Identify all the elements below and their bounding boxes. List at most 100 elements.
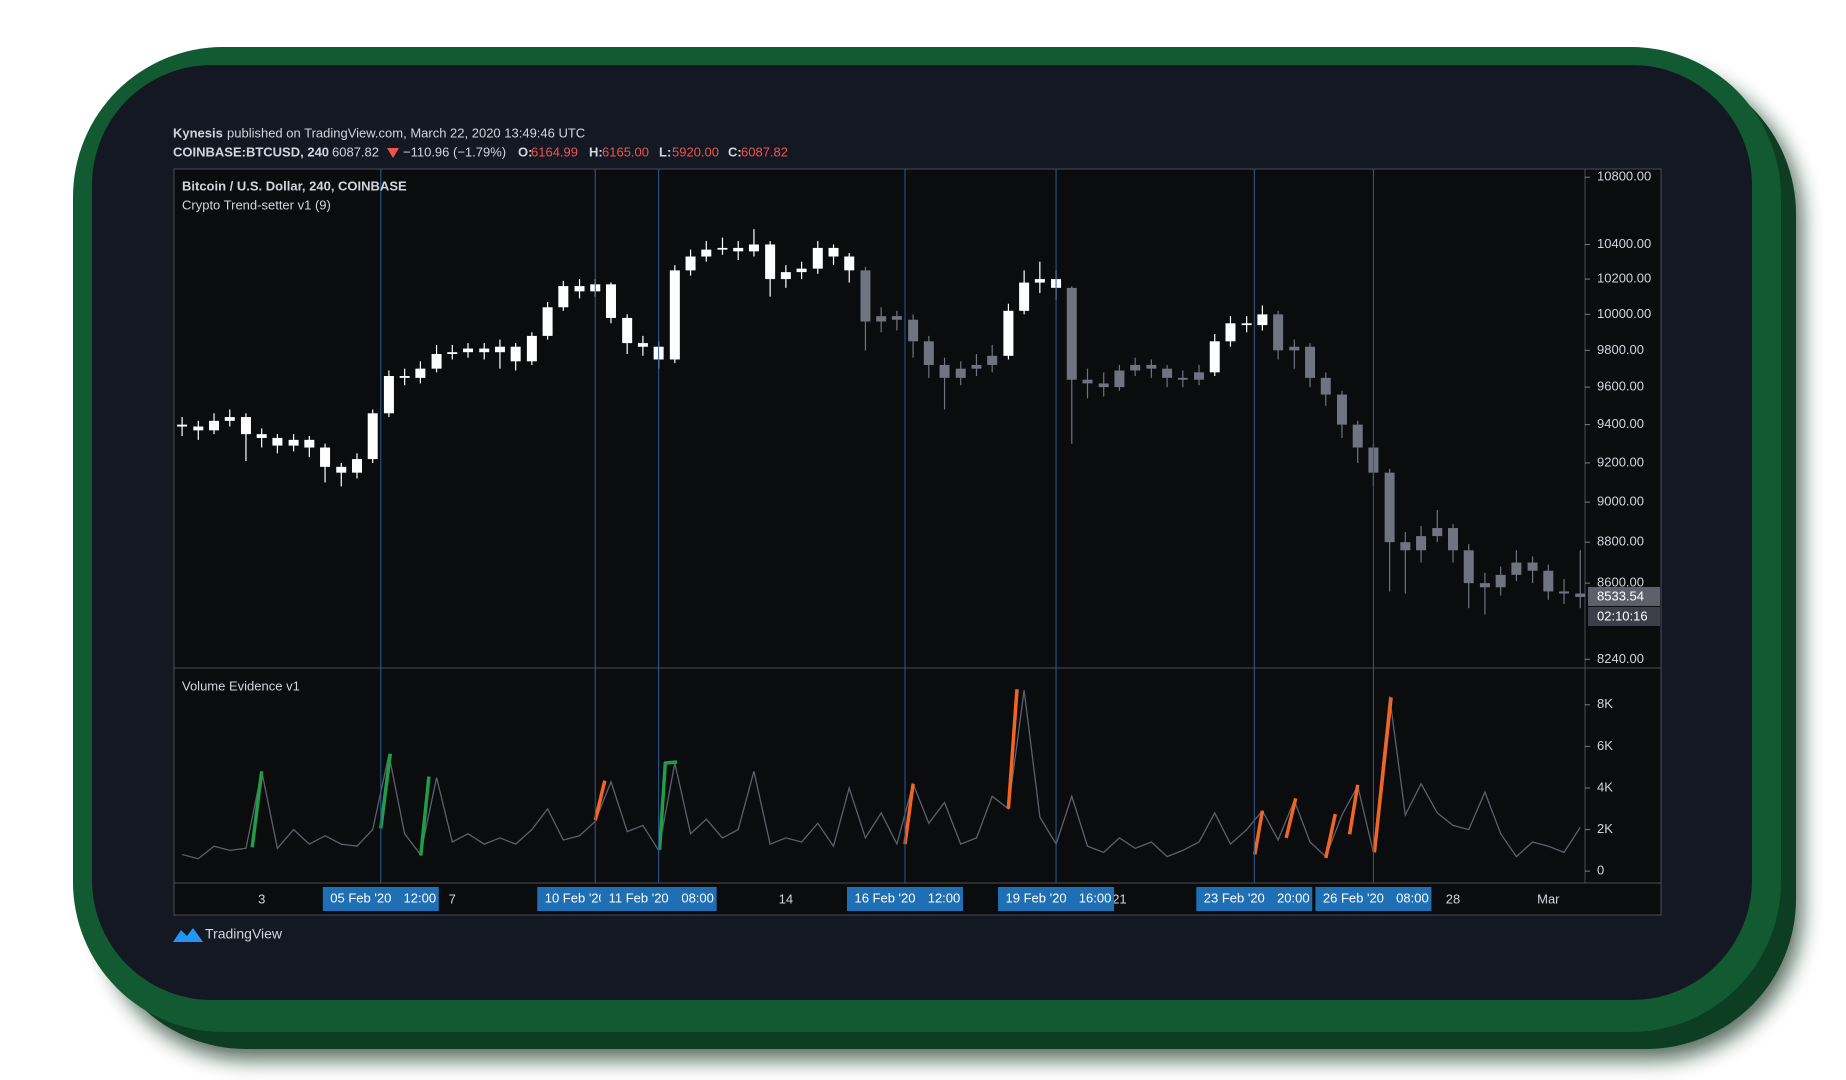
candle-body xyxy=(971,364,982,369)
plot-layer: 8240.00 8600.00 8800.00 9000.00 9200.00 9400.… xyxy=(177,169,1660,911)
candle-body xyxy=(1463,550,1474,584)
volume-signal xyxy=(1372,697,1393,853)
candle-body xyxy=(240,417,251,435)
marker-time: 08:00 xyxy=(681,890,714,905)
last-price: 8533.54 xyxy=(1597,588,1644,603)
ohlc-value: 6087.82 xyxy=(741,144,788,159)
candle-body xyxy=(1305,346,1316,378)
y-tick-label: 9200.00 xyxy=(1597,454,1644,469)
logo-icon xyxy=(173,928,203,942)
candle-body xyxy=(1225,323,1236,342)
candle-body xyxy=(415,368,426,378)
candle-body xyxy=(1034,279,1045,283)
marker-time: 12:00 xyxy=(404,890,437,905)
candle-body xyxy=(923,341,934,365)
candle-body xyxy=(1352,424,1363,448)
candle-body xyxy=(574,286,585,292)
y-tick-label: 9400.00 xyxy=(1597,416,1644,431)
volume-signal xyxy=(379,753,393,829)
marker-time: 12:00 xyxy=(928,890,961,905)
chart-area xyxy=(173,168,1662,916)
candle-body xyxy=(1130,364,1141,371)
candle-body xyxy=(431,354,442,369)
candle-body xyxy=(733,247,744,252)
candle-body xyxy=(748,244,759,252)
candle-body xyxy=(780,272,791,280)
candle-body xyxy=(1543,570,1554,592)
candle-body xyxy=(177,424,188,427)
marker-box xyxy=(998,887,1115,911)
candle-body xyxy=(288,439,299,446)
x-tick-label: 28 xyxy=(1446,891,1460,906)
candle-body xyxy=(1416,536,1427,551)
candle-body xyxy=(908,319,919,342)
candle-body xyxy=(622,317,633,344)
candle-body xyxy=(510,346,521,362)
marker-box xyxy=(846,887,963,911)
marker-date: 26 Feb '20 xyxy=(1323,890,1384,905)
ohlc-key: C: xyxy=(728,144,742,159)
y-tick-label: 10400.00 xyxy=(1597,236,1651,251)
candle-body xyxy=(1019,282,1030,311)
candle-body xyxy=(383,376,394,414)
candle-body xyxy=(399,376,410,378)
marker-date: 05 Feb '20 xyxy=(330,890,391,905)
candle-body xyxy=(844,256,855,271)
candle-body xyxy=(1479,583,1490,588)
y-tick-label: 0 xyxy=(1597,863,1604,878)
candle-body xyxy=(1575,593,1586,597)
candle-body xyxy=(224,417,235,421)
candle-body xyxy=(304,439,315,448)
candle-body xyxy=(955,368,966,378)
change: −110.96 (−1.79%) xyxy=(403,144,506,159)
candle-body xyxy=(479,348,490,353)
down-arrow xyxy=(387,148,399,158)
published: published on TradingView.com, March 22, … xyxy=(227,125,585,140)
candle-body xyxy=(1432,528,1443,537)
y-tick-label: 8600.00 xyxy=(1597,575,1644,590)
candle-body xyxy=(320,447,331,467)
candle-body xyxy=(1495,574,1506,588)
candle-body xyxy=(1257,314,1268,326)
candle-body xyxy=(717,247,728,250)
y-tick-label: 6K xyxy=(1597,738,1613,753)
candle-body xyxy=(1273,314,1284,351)
author: Kynesis xyxy=(173,125,223,140)
candle-body xyxy=(1066,287,1077,380)
chart-title: Bitcoin / U.S. Dollar, 240, COINBASE xyxy=(182,178,407,193)
y-tick-label: 8240.00 xyxy=(1597,651,1644,666)
y-tick-label: 10000.00 xyxy=(1597,306,1651,321)
candle-body xyxy=(1194,372,1205,380)
y-tick-label: 10800.00 xyxy=(1597,169,1651,184)
candle-body xyxy=(669,270,680,360)
volume-signal xyxy=(1324,813,1338,859)
candle-body xyxy=(1448,528,1459,551)
marker-date: 19 Feb '20 xyxy=(1006,890,1067,905)
x-tick-label: 14 xyxy=(779,891,793,906)
y-tick-label: 9000.00 xyxy=(1597,494,1644,509)
candle-body xyxy=(272,437,283,446)
brand: TradingView xyxy=(205,926,283,942)
marker-box xyxy=(600,887,717,911)
candle-body xyxy=(1162,368,1173,378)
indicator-name: Crypto Trend-setter v1 (9) xyxy=(182,197,331,212)
y-tick-label: 10200.00 xyxy=(1597,271,1651,286)
volume-signal xyxy=(593,780,607,821)
candle-body xyxy=(1559,591,1570,594)
candle-body xyxy=(765,244,776,280)
candle-body xyxy=(336,466,347,473)
candle-body xyxy=(860,270,871,322)
candle-body xyxy=(876,316,887,322)
price: 6087.82 xyxy=(332,144,379,159)
candle-body xyxy=(701,249,712,257)
candle-body xyxy=(1003,310,1014,356)
symbol: COINBASE:BTCUSD, 240 xyxy=(173,144,329,159)
candle-body xyxy=(1114,370,1125,388)
candle-body xyxy=(891,316,902,320)
volume-line xyxy=(181,690,1581,860)
marker-time: 20:00 xyxy=(1277,890,1310,905)
countdown-box xyxy=(1588,606,1660,626)
volume-signal xyxy=(657,760,678,850)
candle-body xyxy=(637,343,648,347)
